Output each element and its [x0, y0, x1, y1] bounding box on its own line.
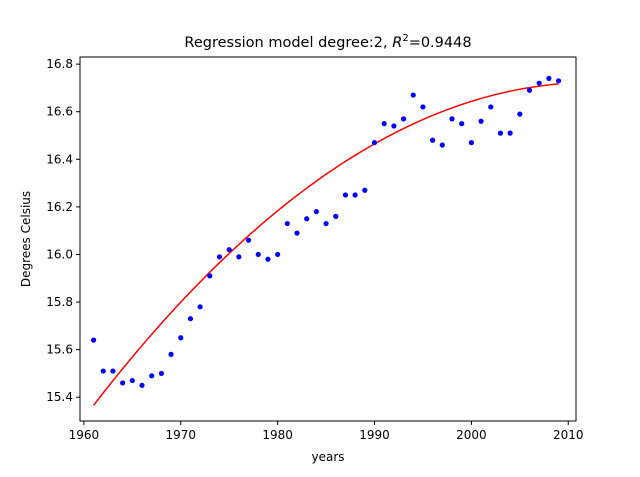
y-tick-label: 16.0 — [46, 247, 73, 261]
data-point — [149, 373, 155, 379]
chart-title-r: R — [392, 35, 402, 51]
data-point — [90, 337, 97, 343]
data-point — [430, 137, 436, 143]
data-point — [362, 187, 368, 193]
data-point — [187, 316, 194, 322]
data-point — [468, 140, 474, 146]
data-point — [381, 121, 387, 127]
data-point — [120, 380, 126, 386]
data-point — [245, 237, 252, 243]
data-point — [100, 368, 106, 374]
data-point — [459, 121, 465, 127]
data-point — [371, 140, 378, 146]
data-point — [526, 87, 533, 93]
y-tick-label: 16.8 — [46, 57, 73, 71]
x-tick-label: 1990 — [359, 428, 390, 442]
x-tick-label: 1960 — [69, 428, 100, 442]
data-point — [265, 256, 271, 262]
data-point — [391, 123, 397, 129]
data-point — [420, 104, 426, 110]
data-point — [333, 213, 339, 219]
data-point — [158, 370, 164, 377]
data-point — [139, 382, 145, 388]
data-point — [236, 254, 242, 260]
data-point — [449, 116, 455, 122]
data-point — [507, 130, 513, 136]
chart-title-sup: 2 — [402, 33, 408, 44]
data-point — [352, 192, 358, 198]
plot-marks — [90, 75, 562, 406]
data-point — [517, 111, 523, 117]
chart-title-value: =0.9448 — [409, 35, 472, 51]
data-point — [400, 116, 407, 122]
data-point — [555, 78, 562, 84]
regression-fit-line — [92, 83, 559, 406]
x-tick-label: 1970 — [165, 428, 196, 442]
data-point — [197, 304, 203, 310]
data-point — [497, 130, 504, 136]
y-tick-label: 16.4 — [46, 152, 73, 166]
data-point — [129, 377, 135, 384]
data-point — [294, 230, 300, 236]
y-tick-label: 15.8 — [46, 295, 73, 309]
data-point — [275, 251, 281, 258]
data-point — [478, 118, 484, 124]
data-point — [226, 247, 232, 253]
data-point — [342, 192, 349, 198]
y-tick-label: 15.6 — [46, 343, 73, 357]
data-point — [110, 368, 116, 374]
chart-title-main: Regression model degree:2, — [184, 35, 392, 51]
axes-frame — [79, 56, 577, 422]
data-point — [207, 273, 213, 279]
x-tick-label: 2010 — [553, 428, 584, 442]
data-point — [536, 80, 542, 86]
y-tick-label: 16.6 — [46, 105, 73, 119]
data-point — [255, 251, 261, 258]
data-point — [284, 220, 290, 227]
data-point — [168, 351, 174, 357]
data-point — [313, 209, 319, 215]
x-axis-label: years — [311, 450, 344, 464]
data-point — [488, 104, 494, 110]
data-point — [439, 142, 445, 148]
chart-title: Regression model degree:2, R2=0.9448 — [184, 33, 471, 51]
y-tick-label: 16.2 — [46, 200, 73, 214]
data-point — [323, 220, 329, 227]
y-tick-label: 15.4 — [46, 390, 73, 404]
data-point — [410, 92, 416, 98]
x-tick-label: 2000 — [456, 428, 487, 442]
data-point — [546, 75, 552, 82]
data-point — [178, 335, 184, 341]
data-point — [304, 216, 310, 222]
data-point — [216, 254, 223, 260]
y-axis-label: Degrees Celsius — [19, 191, 33, 287]
axes-ticks: 1960 1970 1980 1990 2000 2010 15.4 15.6 15.8 16.0… — [46, 57, 583, 442]
x-tick-label: 1980 — [262, 428, 293, 442]
